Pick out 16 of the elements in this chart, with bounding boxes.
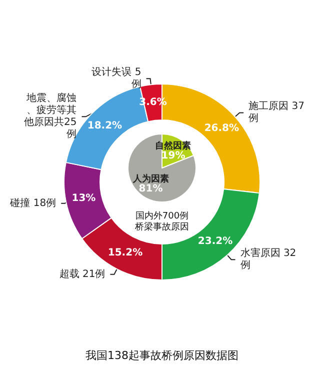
slice-label: 超载 21例 xyxy=(59,268,106,280)
slice-label: 地震、腐蚀、疲劳等其他原因共25例 xyxy=(24,92,77,140)
data-label: 23.2% xyxy=(198,236,233,248)
slice-label: 设计失误 5例 xyxy=(92,66,142,90)
text: 国内外700例桥梁事故原因 xyxy=(134,210,189,232)
text: 我国138起事故桥例原因数据图 xyxy=(86,349,238,362)
slice-label: 水害原因 32例 xyxy=(240,247,296,272)
data-label: 19% xyxy=(161,150,186,162)
slice-label: 碰撞 18例 xyxy=(9,196,56,209)
data-label: 26.8% xyxy=(204,123,240,134)
data-label: 18.2% xyxy=(87,120,122,132)
slice-label: 人为因素 xyxy=(132,174,169,185)
data-label: 13% xyxy=(72,192,96,204)
data-label: 81% xyxy=(138,184,163,195)
data-label: 15.2% xyxy=(108,248,143,259)
slice-label: 施工原因 37例 xyxy=(248,100,304,124)
